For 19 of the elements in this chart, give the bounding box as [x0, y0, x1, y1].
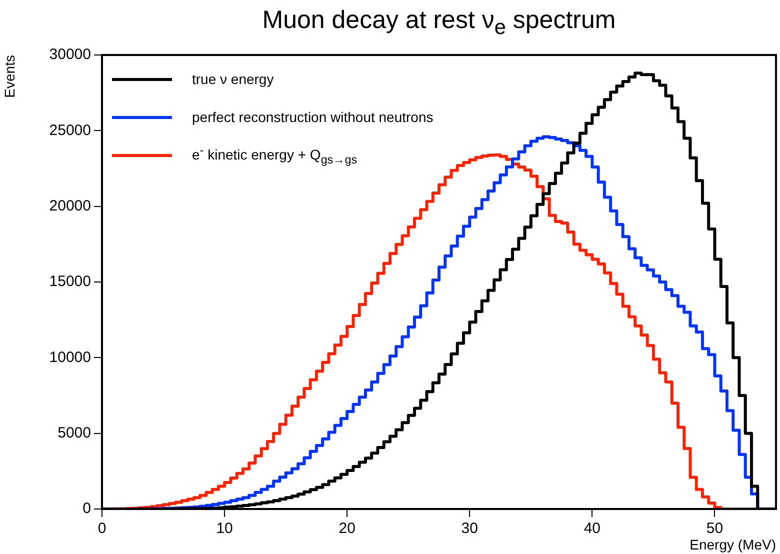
legend-label: e$^{-}$ kinetic energy + Q$_{gs→gs}$: [192, 144, 358, 166]
y-tick-label: 0: [82, 500, 91, 518]
x-tick-label: 20: [338, 520, 356, 538]
x-tick-label: 50: [706, 520, 724, 538]
x-tick-label: 30: [461, 520, 478, 538]
x-tick-label: 10: [216, 520, 233, 538]
legend-label: true ν energy: [192, 71, 274, 87]
x-axis-title: Energy (MeV): [690, 536, 776, 552]
y-axis-title: Events: [1, 55, 18, 98]
y-tick-label: 25000: [49, 122, 91, 139]
y-tick-label: 10000: [49, 348, 91, 366]
legend-label: perfect reconstruction without neutrons: [192, 109, 434, 125]
x-tick-label: 40: [584, 520, 601, 538]
chart-title: Muon decay at rest ν$_{e}$ spectrum: [261, 6, 617, 40]
y-tick-label: 20000: [49, 197, 91, 214]
y-tick-label: 30000: [49, 46, 91, 64]
x-tick-label: 0: [98, 520, 106, 538]
y-tick-label: 15000: [49, 273, 91, 290]
y-tick-label: 5000: [58, 424, 91, 442]
